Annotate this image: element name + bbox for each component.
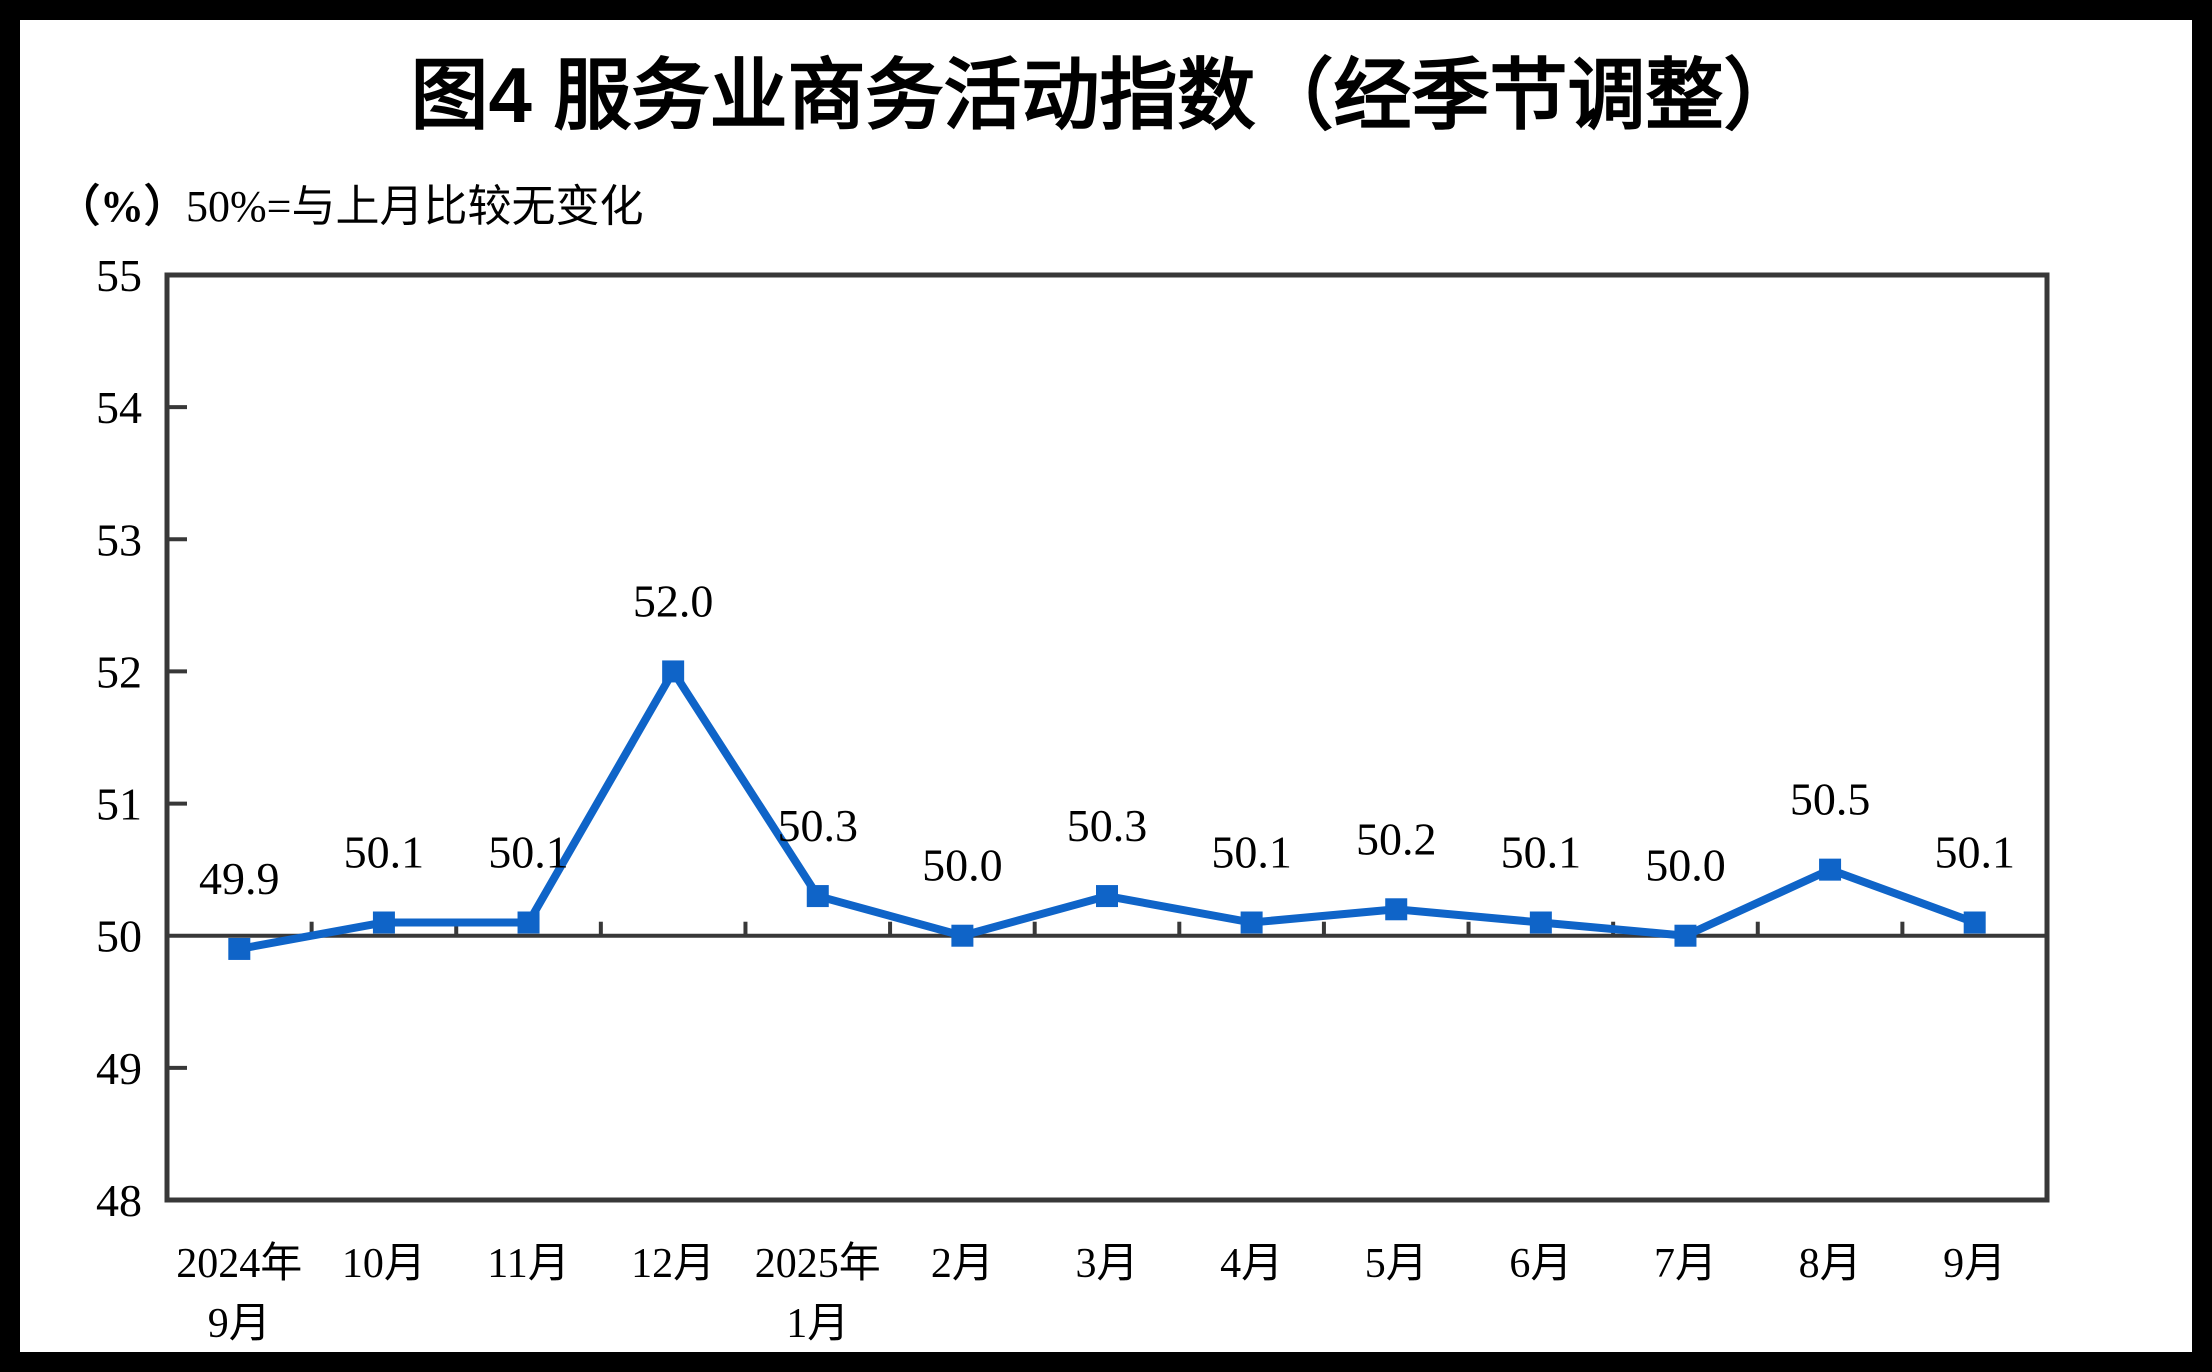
y-axis-label: 49: [96, 1043, 142, 1094]
plot-border: [164, 272, 2050, 1203]
data-point-marker: [372, 911, 395, 934]
data-point-marker: [1096, 885, 1118, 908]
y-axis-label: 48: [96, 1175, 142, 1226]
data-label: 50.1: [488, 827, 569, 878]
data-point-marker: [806, 885, 829, 908]
y-axis-unit-label: （%）: [56, 182, 188, 231]
data-point-marker: [951, 924, 974, 947]
data-label: 50.2: [1356, 813, 1437, 864]
data-label: 50.0: [1645, 840, 1726, 891]
x-axis-label: 1月: [786, 1301, 849, 1347]
x-axis-label: 3月: [1075, 1241, 1138, 1287]
data-label: 50.0: [922, 840, 1003, 891]
x-axis-label: 4月: [1220, 1241, 1283, 1287]
x-axis-label: 12月: [631, 1241, 715, 1287]
chart-canvas: 图4 服务业商务活动指数（经季节调整） （%） 50%=与上月比较无变化 484…: [56, 51, 2050, 1347]
data-point-marker: [662, 660, 685, 683]
x-axis-label: 10月: [342, 1241, 426, 1287]
y-axis-label: 52: [96, 646, 142, 697]
reference-note: 50%=与上月比较无变化: [186, 182, 643, 231]
x-axis-label: 9月: [1943, 1241, 2006, 1287]
data-label: 50.1: [1211, 827, 1292, 878]
y-axis-label: 50: [96, 911, 142, 962]
data-point-marker: [1529, 911, 1552, 934]
y-axis-label: 54: [96, 382, 142, 433]
data-point-marker: [517, 911, 540, 934]
data-point-marker: [1385, 898, 1408, 921]
x-axis-label: 7月: [1654, 1241, 1717, 1287]
data-label: 50.1: [1501, 827, 1582, 878]
x-axis-label: 6月: [1509, 1241, 1572, 1287]
y-axis-label: 53: [96, 514, 142, 565]
y-axis-label: 51: [96, 779, 142, 830]
data-label: 52.0: [633, 575, 714, 626]
x-axis-label: 9月: [208, 1301, 271, 1347]
x-axis-label: 5月: [1365, 1241, 1428, 1287]
data-point-marker: [1963, 911, 1986, 934]
x-axis-label: 2024年: [176, 1240, 302, 1287]
data-point-marker: [228, 937, 251, 960]
x-axis-label: 2月: [931, 1241, 994, 1287]
plot-area: 48 49 50 51 52 53 54 55 2024年 9月 10月 11月 12月 2025年 1月 2…: [96, 250, 2050, 1347]
data-point-marker: [1819, 858, 1842, 881]
chart-title: 图4 服务业商务活动指数（经季节调整）: [410, 51, 1801, 139]
data-label: 50.1: [344, 827, 425, 878]
x-axis-label: 2025年: [755, 1240, 881, 1287]
data-point-marker: [1674, 924, 1697, 947]
data-label: 50.5: [1790, 774, 1871, 825]
data-label: 50.1: [1934, 827, 2015, 878]
y-axis-label: 55: [96, 250, 142, 301]
data-label: 50.3: [1067, 800, 1148, 851]
data-point-marker: [1240, 911, 1263, 934]
x-axis-label: 8月: [1799, 1241, 1862, 1287]
data-label: 49.9: [199, 853, 280, 904]
data-label: 50.3: [778, 800, 859, 851]
x-axis-label: 11月: [487, 1241, 569, 1287]
